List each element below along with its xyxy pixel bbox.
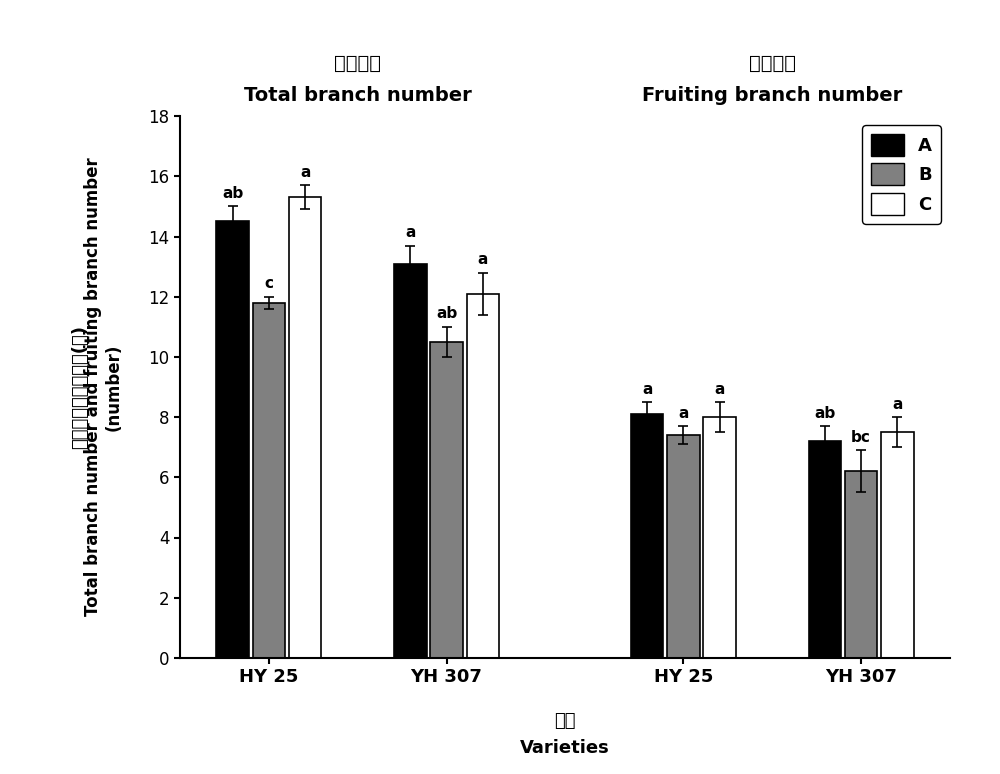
Text: a: a (715, 382, 725, 396)
Legend: A, B, C: A, B, C (862, 125, 941, 224)
Text: Varieties: Varieties (520, 739, 610, 757)
Text: ab: ab (436, 307, 457, 321)
Bar (253, 303, 285, 658)
Bar (467, 293, 499, 658)
Text: ab: ab (222, 186, 243, 201)
Text: Total branch number: Total branch number (244, 86, 472, 105)
Bar (631, 414, 663, 658)
Text: a: a (642, 382, 652, 396)
Text: ab: ab (814, 406, 836, 421)
Text: 总分枝数: 总分枝数 (334, 53, 381, 73)
Text: bc: bc (851, 430, 871, 445)
Text: a: a (892, 397, 903, 412)
Text: 结果枝数: 结果枝数 (749, 53, 796, 73)
Bar (289, 197, 321, 658)
Bar (881, 432, 914, 658)
Text: a: a (478, 252, 488, 267)
Text: a: a (678, 406, 689, 421)
Text: c: c (264, 276, 273, 291)
Text: a: a (405, 225, 415, 240)
Text: Fruiting branch number: Fruiting branch number (642, 86, 902, 105)
Bar (667, 435, 700, 658)
Bar (845, 471, 877, 658)
Bar (703, 417, 736, 658)
Text: a: a (300, 165, 310, 180)
Bar (394, 264, 427, 658)
Bar (809, 441, 841, 658)
Text: 总分枝数和结果枝数(个): 总分枝数和结果枝数(个) (71, 325, 89, 449)
Bar (430, 342, 463, 658)
Bar (216, 221, 249, 658)
Text: Total branch number and fruiting branch number
(number): Total branch number and fruiting branch … (84, 158, 122, 616)
Text: 品种: 品种 (554, 712, 576, 730)
